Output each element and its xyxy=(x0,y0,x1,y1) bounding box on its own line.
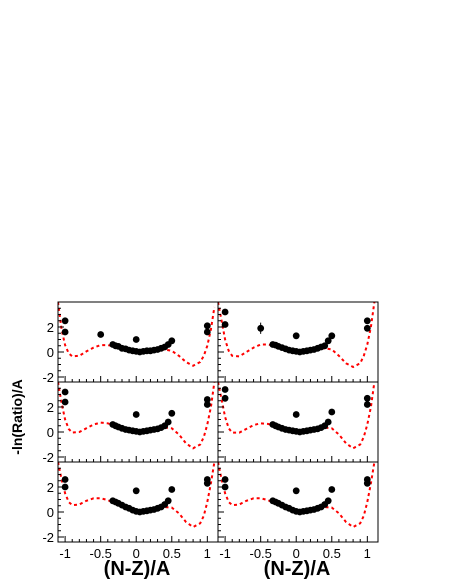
data-point xyxy=(164,497,172,505)
data-point xyxy=(203,396,211,403)
data-point xyxy=(328,408,336,416)
y-axis-title: -ln(Ratio)/A xyxy=(9,379,25,454)
panels-layer xyxy=(57,301,379,543)
y-tick-label: 2 xyxy=(47,320,54,335)
x-tick-label: 1 xyxy=(204,546,211,561)
x-tick-label: 0 xyxy=(293,546,300,561)
data-point xyxy=(324,497,332,505)
panel-2-1 xyxy=(217,461,379,543)
x-tick-label: 0 xyxy=(133,546,140,561)
data-point xyxy=(132,487,140,495)
data-point xyxy=(363,394,371,402)
x-tick-label: -0.5 xyxy=(89,546,111,561)
x-tick-label: 0.5 xyxy=(163,546,181,561)
data-point xyxy=(363,317,371,325)
data-point xyxy=(61,388,69,396)
data-point xyxy=(292,411,300,418)
y-tick-label: 2 xyxy=(47,400,54,415)
data-point xyxy=(61,398,69,406)
data-point xyxy=(221,394,229,402)
panel-frame xyxy=(217,461,379,543)
fit-curve xyxy=(58,302,216,367)
data-point xyxy=(324,337,332,345)
data-point xyxy=(221,321,229,328)
data-point xyxy=(61,317,69,325)
y-tick-label: 0 xyxy=(47,425,54,440)
fit-curve xyxy=(218,302,376,369)
data-point xyxy=(221,483,229,491)
data-point xyxy=(257,324,265,332)
y-tick-label: 0 xyxy=(47,345,54,360)
data-point xyxy=(292,332,300,340)
labels-layer: -2 0 2 -2 0 2 -2 0 2 -1 -0.5 0 0.5 1 -1 -0.5 0 0.5 1 xyxy=(42,320,370,561)
data-point xyxy=(321,342,329,350)
x-tick-label: 0.5 xyxy=(323,546,341,561)
x-tick-label: -1 xyxy=(59,546,71,561)
data-point xyxy=(363,479,371,487)
panel-1-1 xyxy=(217,381,379,463)
x-axis-title-right: (N-Z)/A xyxy=(264,558,331,580)
data-point xyxy=(363,401,371,408)
y-tick-label: -2 xyxy=(42,530,54,545)
data-point xyxy=(168,409,176,417)
x-tick-label: 1 xyxy=(364,546,371,561)
data-point xyxy=(363,324,371,332)
y-tick-label: 0 xyxy=(47,505,54,520)
panel-1-0 xyxy=(57,381,219,463)
data-point xyxy=(221,386,229,393)
data-point xyxy=(132,336,140,343)
data-point xyxy=(97,331,105,338)
data-point xyxy=(203,328,211,336)
x-tick-label: -0.5 xyxy=(249,546,271,561)
data-point xyxy=(164,418,172,426)
data-point xyxy=(203,401,211,408)
data-point xyxy=(168,486,176,493)
data-point xyxy=(203,479,211,487)
data-point xyxy=(221,476,229,483)
data-point xyxy=(221,308,229,316)
data-point xyxy=(61,476,69,483)
panel-0-0 xyxy=(57,301,219,383)
data-point xyxy=(61,483,69,491)
x-axis-title-left: (N-Z)/A xyxy=(104,558,171,580)
data-point xyxy=(132,411,140,418)
x-tick-label: -1 xyxy=(219,546,231,561)
panel-2-0 xyxy=(57,461,219,543)
data-point xyxy=(324,418,332,426)
y-tick-label: 2 xyxy=(47,480,54,495)
data-point xyxy=(328,332,336,340)
data-point xyxy=(61,328,69,336)
y-tick-label: -2 xyxy=(42,450,54,465)
data-point xyxy=(328,486,336,493)
data-point xyxy=(292,487,300,495)
data-point xyxy=(168,337,176,345)
data-point xyxy=(203,322,211,330)
y-tick-label: -2 xyxy=(42,370,54,385)
